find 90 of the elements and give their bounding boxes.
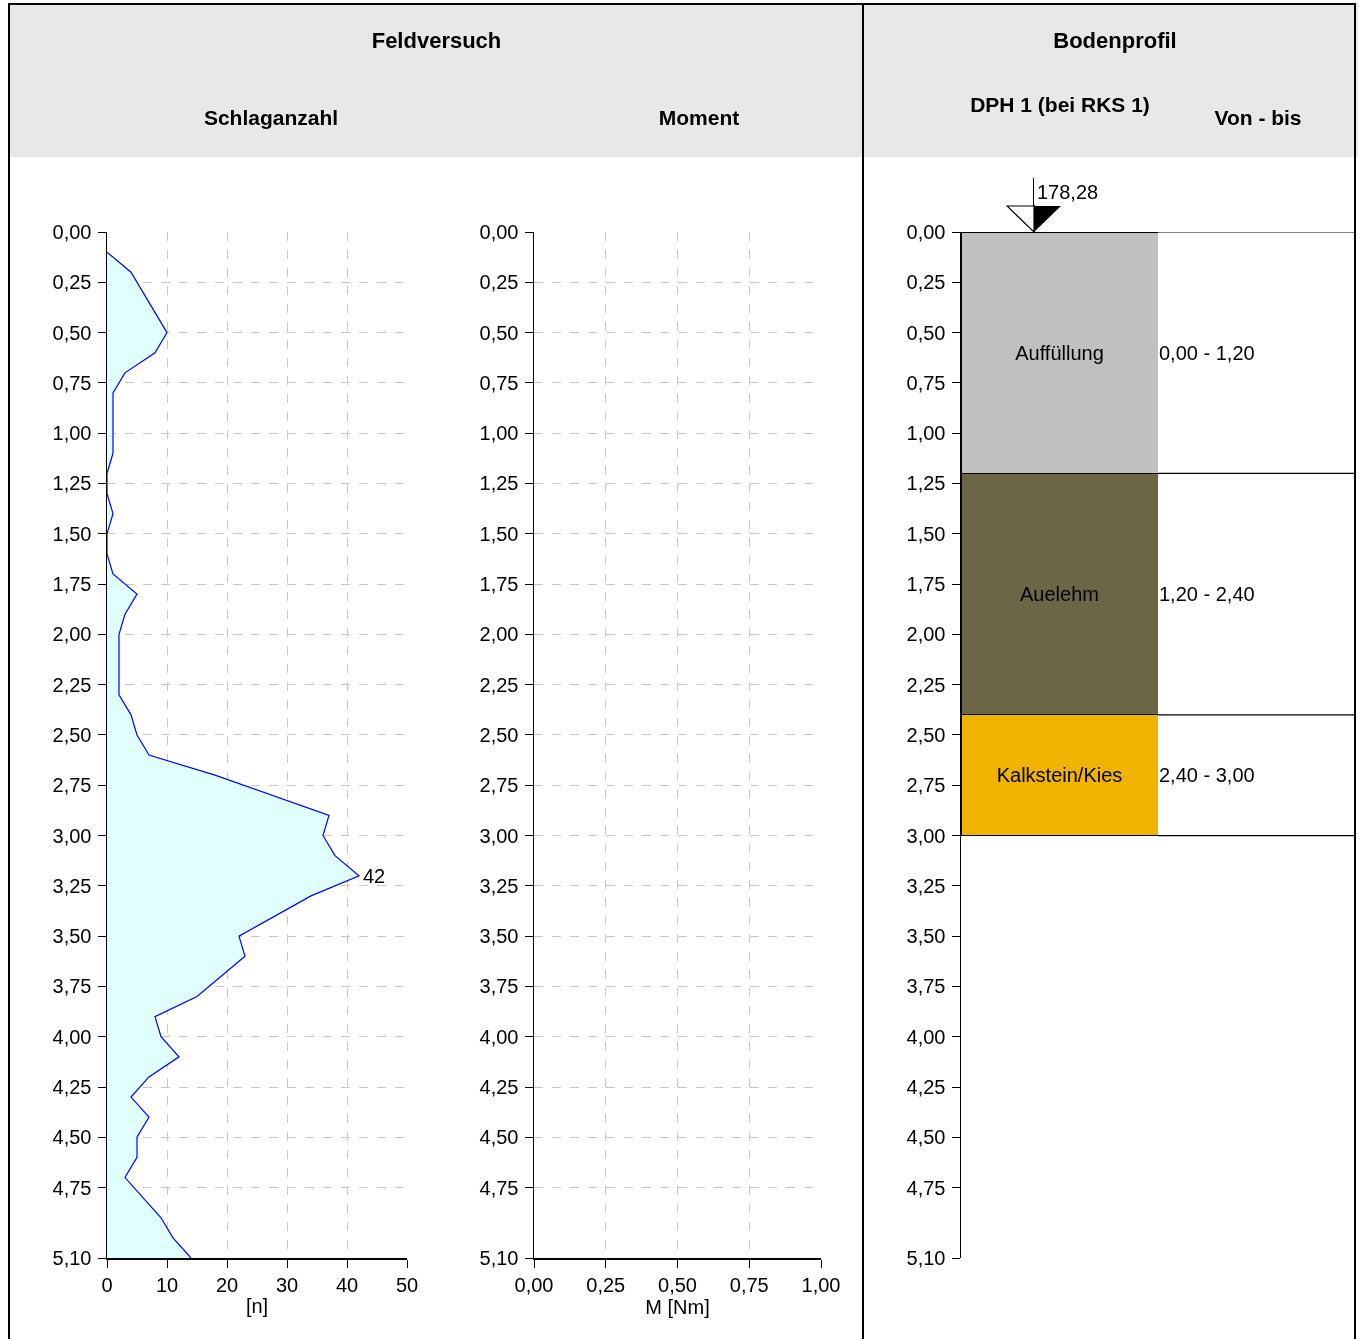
- x-tick-label: 10: [155, 1273, 179, 1296]
- y-tick-label: 3,50: [906, 925, 946, 948]
- y-tick-label: 4,50: [479, 1126, 519, 1149]
- y-tick-label: 2,00: [52, 623, 92, 646]
- y-tick-label: 2,25: [52, 673, 92, 696]
- y-tick-label: 1,50: [906, 522, 946, 545]
- y-tick-label: 1,00: [52, 422, 92, 445]
- y-tick-label: 2,50: [479, 723, 519, 746]
- y-tick-label: 3,25: [52, 874, 92, 897]
- annotation: 42: [363, 865, 386, 887]
- text: 2,40 - 3,00: [1159, 764, 1255, 786]
- y-tick-label: 0,50: [52, 321, 92, 344]
- y-tick-label: 5,10: [52, 1247, 92, 1269]
- y-tick-label: 3,75: [52, 975, 92, 998]
- chart-title: Feldversuch: [370, 28, 503, 54]
- y-tick-label: 2,25: [479, 673, 519, 696]
- chart-title: Bodenprofil: [1052, 28, 1178, 54]
- y-tick-label: 0,50: [479, 321, 519, 344]
- series-label: Auelehm: [1020, 583, 1099, 606]
- y-tick-label: 2,00: [906, 623, 946, 646]
- y-tick-label: 0,25: [52, 271, 92, 294]
- y-tick-label: 1,00: [906, 422, 946, 445]
- chart-subtitle: Schlaganzahl: [202, 105, 340, 131]
- y-tick-label: 1,75: [906, 573, 946, 596]
- x-tick-label: 40: [335, 1273, 359, 1296]
- y-tick-label: 1,25: [906, 472, 946, 495]
- y-tick-label: 3,00: [906, 824, 946, 847]
- x-tick-label: 0: [101, 1273, 113, 1296]
- x-axis-title: [n]: [245, 1294, 269, 1317]
- y-tick-label: 0,25: [906, 271, 946, 294]
- y-tick-label: 3,00: [479, 824, 519, 847]
- y-tick-label: 0,25: [479, 271, 519, 294]
- y-tick-label: 3,25: [479, 874, 519, 897]
- y-tick-label: 4,75: [906, 1176, 946, 1199]
- y-tick-label: 2,50: [906, 723, 946, 746]
- y-tick-label: 3,25: [906, 874, 946, 897]
- y-tick-label: 4,00: [479, 1025, 519, 1048]
- y-tick-label: 0,00: [479, 221, 519, 243]
- y-tick-label: 0,00: [52, 221, 92, 243]
- y-tick-label: 1,25: [479, 472, 519, 495]
- y-tick-label: 5,10: [906, 1247, 946, 1269]
- y-tick-label: 2,75: [52, 774, 92, 797]
- series-label: Kalkstein/Kies: [996, 764, 1123, 787]
- x-tick-label: 0,25: [586, 1273, 626, 1296]
- text: Von - bis: [1213, 105, 1303, 131]
- y-tick-label: 4,50: [906, 1126, 946, 1149]
- y-tick-label: 4,00: [52, 1025, 92, 1048]
- y-tick-label: 2,75: [479, 774, 519, 797]
- x-tick-label: 1,00: [801, 1273, 841, 1296]
- x-axis-title: M [Nm]: [645, 1295, 710, 1318]
- y-tick-label: 1,50: [479, 522, 519, 545]
- y-tick-label: 3,75: [906, 975, 946, 998]
- x-tick-label: 30: [275, 1273, 299, 1296]
- y-tick-label: 0,50: [906, 321, 946, 344]
- y-tick-label: 1,75: [52, 573, 92, 596]
- y-tick-label: 5,10: [479, 1247, 519, 1269]
- y-tick-label: 1,25: [52, 472, 92, 495]
- text: 1,20 - 2,40: [1159, 583, 1255, 605]
- y-tick-label: 1,00: [479, 422, 519, 445]
- y-tick-label: 3,50: [52, 925, 92, 948]
- y-tick-label: 0,75: [52, 371, 92, 394]
- series-label: Auffüllung: [1015, 341, 1104, 364]
- y-tick-label: 4,75: [479, 1176, 519, 1199]
- y-tick-label: 1,75: [479, 573, 519, 596]
- text: 0,00 - 1,20: [1159, 342, 1255, 364]
- chart-subtitle: DPH 1 (bei RKS 1): [970, 92, 1150, 118]
- y-tick-label: 0,00: [906, 221, 946, 243]
- y-tick-label: 0,75: [906, 371, 946, 394]
- x-tick-label: 0,50: [658, 1273, 697, 1296]
- y-tick-label: 1,50: [52, 522, 92, 545]
- y-tick-label: 4,00: [906, 1025, 946, 1048]
- y-tick-label: 2,00: [479, 623, 519, 646]
- y-tick-label: 3,75: [479, 975, 519, 998]
- chart-subtitle: Moment: [657, 105, 741, 131]
- y-tick-label: 0,75: [479, 371, 519, 394]
- y-tick-label: 4,25: [479, 1076, 519, 1098]
- y-tick-label: 3,50: [479, 925, 519, 948]
- y-tick-label: 4,50: [52, 1126, 92, 1149]
- y-tick-label: 3,00: [52, 824, 92, 847]
- y-tick-label: 2,50: [52, 723, 92, 746]
- text: 178,28: [1033, 178, 1099, 206]
- y-tick-label: 4,25: [906, 1076, 946, 1098]
- x-tick-label: 50: [395, 1273, 419, 1296]
- y-tick-label: 4,75: [52, 1176, 92, 1199]
- x-tick-label: 20: [215, 1273, 239, 1296]
- y-tick-label: 2,75: [906, 774, 946, 797]
- x-tick-label: 0,75: [729, 1273, 769, 1296]
- y-tick-label: 2,25: [906, 673, 946, 696]
- x-tick-label: 0,00: [514, 1273, 554, 1296]
- y-tick-label: 4,25: [52, 1076, 92, 1098]
